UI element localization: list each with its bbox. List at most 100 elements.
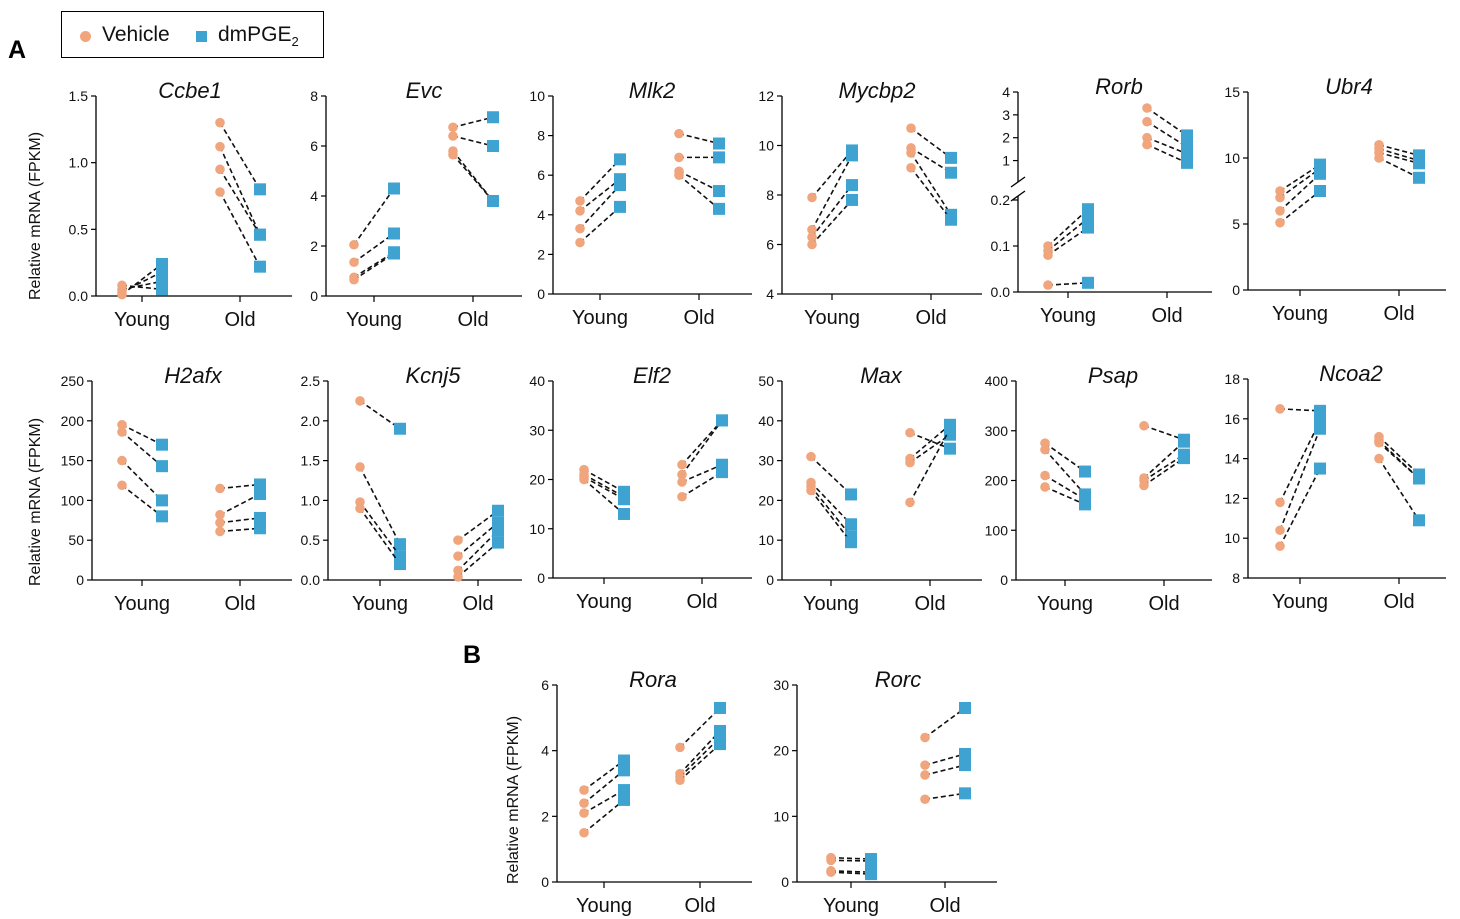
vehicle-marker-icon <box>80 31 91 42</box>
vehicle-point <box>575 196 585 206</box>
pair-connector-line <box>1279 468 1321 547</box>
y-tick-label: 2 <box>541 808 549 824</box>
vehicle-point <box>575 206 585 216</box>
pair-connector-line <box>810 481 852 525</box>
chart-panel-elf2: 0 10 20 30 40 Elf2 Young Old <box>529 363 752 613</box>
vehicle-point <box>906 123 916 133</box>
pair-connector-line <box>457 510 499 541</box>
chart-panel-ccbe1: 0.0 0.5 1.0 1.5 Ccbe1 Young Old <box>69 78 292 331</box>
chart-panel-rora: 0 2 4 6 Rora Young Old <box>541 667 752 917</box>
dmpge2-point <box>713 202 725 215</box>
pair-connector-line <box>1279 173 1321 212</box>
pair-connector-line <box>811 155 853 231</box>
dmpge2-point <box>618 784 630 797</box>
dmpge2-point <box>487 111 499 124</box>
dmpge2-point <box>1413 514 1425 527</box>
chart-title: Ncoa2 <box>1319 361 1383 386</box>
vehicle-point <box>1040 444 1050 455</box>
axis-break-mark <box>1010 176 1026 188</box>
pair-connector-line <box>1047 282 1089 286</box>
pair-connector-line <box>121 484 163 517</box>
x-tick-label: Young <box>823 895 879 917</box>
chart-panel-h2afx: 0 50 100 150 200 250 H2afx Young Old <box>61 363 292 615</box>
pair-connector-line <box>830 871 872 875</box>
y-tick-label: 10 <box>1224 150 1240 166</box>
vehicle-point <box>1142 132 1152 143</box>
pair-connector-line <box>1378 442 1420 480</box>
dmpge2-point <box>254 260 266 273</box>
legend-dmpge2-label: dmPGE2 <box>218 23 299 50</box>
x-tick-label: Young <box>352 593 408 615</box>
pair-connector-line <box>1279 190 1321 224</box>
vehicle-point <box>905 497 915 508</box>
pair-connector-line <box>452 154 494 202</box>
vehicle-point <box>920 732 930 743</box>
y-tick-label: 30 <box>529 422 545 438</box>
vehicle-point <box>920 770 930 780</box>
pair-connector-line <box>219 517 261 524</box>
vehicle-point <box>1043 280 1053 290</box>
vehicle-point <box>1142 103 1152 113</box>
pair-connector-line <box>579 158 621 202</box>
dmpge2-point <box>1082 276 1094 289</box>
vehicle-point <box>117 280 127 291</box>
dmpge2-point <box>1413 171 1425 184</box>
y-tick-label: 0.2 <box>991 192 1011 208</box>
pair-connector-line <box>1279 408 1321 412</box>
dmpge2-point <box>845 488 857 501</box>
pair-connector-line <box>452 150 494 202</box>
x-tick-label: Old <box>457 309 488 331</box>
panel-letter-a: A <box>8 36 27 64</box>
pair-connector-line <box>219 168 261 236</box>
x-tick-label: Old <box>929 895 960 917</box>
pair-connector-line <box>583 799 625 834</box>
chart-title: Rorb <box>1095 74 1143 99</box>
vehicle-point <box>355 462 365 472</box>
dmpge2-point <box>618 793 630 806</box>
vehicle-point <box>675 742 685 753</box>
legend-dmpge2-subscript: 2 <box>291 34 299 50</box>
pair-connector-line <box>1047 217 1089 252</box>
vehicle-point <box>579 474 589 485</box>
chart-title: Rora <box>629 667 677 692</box>
pair-connector-line <box>219 527 261 533</box>
chart-panel-mlk2: 0 2 4 6 8 10 Mlk2 Young Old <box>529 78 752 329</box>
vehicle-point <box>215 187 225 197</box>
y-tick-label: 0 <box>310 288 318 304</box>
x-tick-label: Young <box>114 309 170 331</box>
vehicle-point <box>1374 437 1384 448</box>
y-tick-label: 10 <box>758 532 774 548</box>
pair-connector-line <box>679 730 721 775</box>
y-tick-label: 6 <box>766 237 774 253</box>
x-tick-label: Young <box>1272 591 1328 613</box>
pair-connector-line <box>1044 449 1086 495</box>
chart-panel-evc: 0 2 4 6 8 Evc Young Old <box>310 78 522 331</box>
vehicle-point <box>1142 116 1152 127</box>
vehicle-point <box>677 469 687 480</box>
pair-connector-line <box>579 178 621 212</box>
y-tick-label: 0 <box>766 572 774 588</box>
dmpge2-point <box>487 140 499 152</box>
dmpge2-point <box>713 185 725 198</box>
vehicle-point <box>1040 470 1050 481</box>
vehicle-point <box>215 509 225 520</box>
dmpge2-point <box>1181 147 1193 160</box>
pair-connector-line <box>681 463 723 483</box>
dmpge2-point <box>865 868 877 881</box>
pair-connector-line <box>1279 167 1321 199</box>
chart-panel-ncoa2: 8 10 12 14 16 18 Ncoa2 Young Old <box>1224 361 1446 613</box>
pair-connector-line <box>1146 136 1188 155</box>
chart-title: Rorc <box>875 667 921 692</box>
y-tick-label: 10 <box>529 521 545 537</box>
vehicle-point <box>1275 192 1285 203</box>
dmpge2-point <box>1181 156 1193 169</box>
pair-connector-line <box>1146 107 1188 137</box>
y-tick-label: 40 <box>758 413 774 429</box>
vehicle-point <box>807 192 817 203</box>
vehicle-point <box>579 827 589 838</box>
y-tick-label: 100 <box>61 492 85 508</box>
pair-connector-line <box>924 792 966 801</box>
pair-connector-line <box>1044 442 1086 473</box>
pair-connector-line <box>924 707 966 739</box>
chart-title: Ccbe1 <box>158 78 222 103</box>
